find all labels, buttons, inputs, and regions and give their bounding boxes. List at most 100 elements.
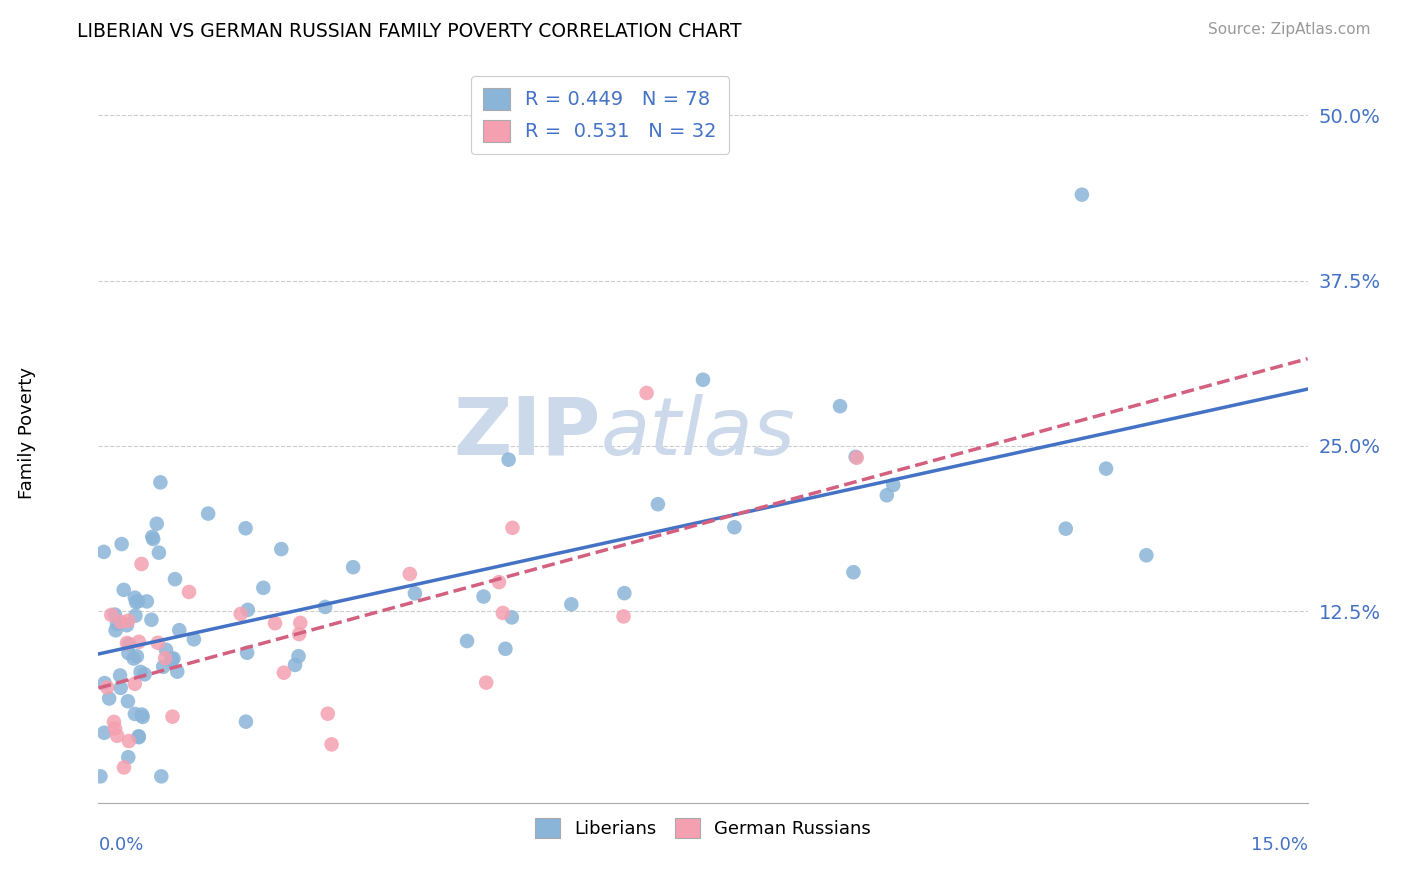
Point [111, 537, 134, 551]
Point [166, 665, 188, 679]
Point [501, 521, 523, 535]
Text: ZIP: ZIP [453, 393, 600, 472]
Point [560, 597, 582, 611]
Point [142, 532, 165, 546]
Point [135, 594, 157, 608]
Point [93, 676, 115, 690]
Point [488, 575, 510, 590]
Point [167, 623, 190, 637]
Point [125, 595, 148, 609]
Point [273, 665, 295, 680]
Point [1070, 187, 1092, 202]
Point [636, 386, 658, 401]
Point [162, 709, 184, 723]
Point [122, 651, 145, 665]
Point [252, 581, 274, 595]
Point [128, 635, 150, 649]
Y-axis label: Family Poverty: Family Poverty [18, 367, 37, 499]
Point [160, 652, 183, 666]
Point [288, 627, 311, 641]
Point [845, 450, 868, 464]
Legend: Liberians, German Russians: Liberians, German Russians [527, 810, 879, 846]
Point [155, 642, 177, 657]
Point [1135, 549, 1157, 563]
Point [456, 634, 478, 648]
Point [104, 607, 127, 622]
Point [229, 607, 252, 621]
Point [104, 624, 127, 638]
Point [148, 546, 170, 560]
Point [723, 520, 745, 534]
Point [236, 603, 259, 617]
Point [145, 516, 167, 531]
Point [146, 636, 169, 650]
Point [117, 646, 139, 660]
Point [96, 681, 118, 695]
Point [647, 497, 669, 511]
Point [270, 542, 292, 557]
Point [236, 646, 259, 660]
Point [115, 618, 138, 632]
Point [162, 651, 184, 665]
Point [141, 530, 163, 544]
Point [314, 599, 336, 614]
Point [828, 399, 851, 413]
Text: 15.0%: 15.0% [1250, 836, 1308, 855]
Point [117, 614, 139, 628]
Text: 0.0%: 0.0% [98, 836, 143, 855]
Point [163, 572, 186, 586]
Point [131, 557, 153, 571]
Point [110, 615, 132, 629]
Point [316, 706, 339, 721]
Point [235, 714, 257, 729]
Point [342, 560, 364, 574]
Point [876, 488, 898, 502]
Point [112, 582, 135, 597]
Point [93, 545, 115, 559]
Point [118, 734, 141, 748]
Point [110, 681, 132, 695]
Point [124, 608, 146, 623]
Point [152, 659, 174, 673]
Point [124, 706, 146, 721]
Point [134, 667, 156, 681]
Point [160, 653, 183, 667]
Point [845, 450, 868, 465]
Point [177, 585, 200, 599]
Point [612, 609, 634, 624]
Point [141, 613, 163, 627]
Point [492, 606, 515, 620]
Point [103, 714, 125, 729]
Point [1095, 461, 1118, 475]
Point [692, 373, 714, 387]
Point [128, 730, 150, 744]
Point [475, 675, 498, 690]
Point [1054, 522, 1077, 536]
Point [115, 636, 138, 650]
Point [882, 478, 904, 492]
Text: atlas: atlas [600, 393, 794, 472]
Point [117, 750, 139, 764]
Point [321, 738, 343, 752]
Point [98, 691, 121, 706]
Point [93, 725, 115, 739]
Point [100, 607, 122, 622]
Point [150, 769, 173, 783]
Point [287, 649, 309, 664]
Point [398, 566, 420, 581]
Point [104, 722, 127, 736]
Point [118, 637, 141, 651]
Point [105, 617, 128, 632]
Point [498, 452, 520, 467]
Text: Source: ZipAtlas.com: Source: ZipAtlas.com [1208, 22, 1371, 37]
Point [124, 677, 146, 691]
Point [112, 760, 135, 774]
Point [117, 694, 139, 708]
Point [290, 615, 312, 630]
Point [472, 590, 495, 604]
Point [183, 632, 205, 647]
Point [131, 710, 153, 724]
Point [197, 507, 219, 521]
Text: LIBERIAN VS GERMAN RUSSIAN FAMILY POVERTY CORRELATION CHART: LIBERIAN VS GERMAN RUSSIAN FAMILY POVERT… [77, 22, 742, 41]
Point [284, 657, 307, 672]
